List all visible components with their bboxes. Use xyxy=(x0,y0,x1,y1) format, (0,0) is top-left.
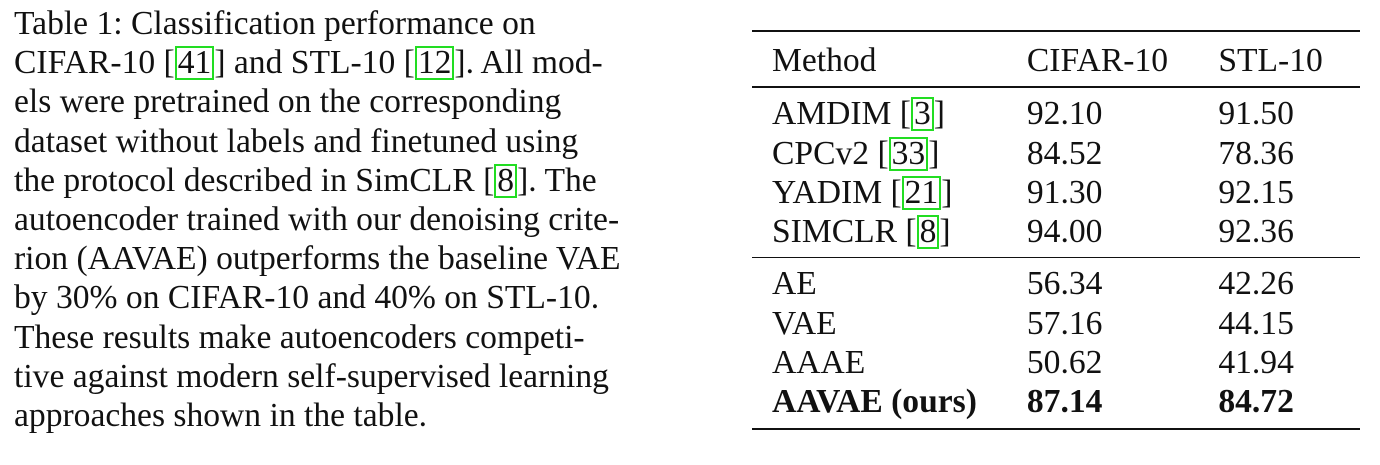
caption-text: rion (AAVAE) outperforms the baseline VA… xyxy=(14,240,621,278)
cifar10-value: 92.10 xyxy=(1026,95,1103,133)
header-cifar10: CIFAR-10 xyxy=(1026,42,1169,79)
stl10-value: 42.26 xyxy=(1218,265,1294,303)
method-cell: VAE xyxy=(752,304,1007,343)
results-table-wrapper: Method CIFAR-10 STL-10 AMDIM [3] 92.10 91.… xyxy=(752,30,1360,430)
caption-text: autoencoder trained with our denoising c… xyxy=(14,200,620,238)
citation-link[interactable]: 3 xyxy=(910,97,934,132)
caption-text: tive against modern self-supervised lear… xyxy=(14,357,609,395)
header-method: Method xyxy=(772,42,877,79)
cifar10-value: 84.52 xyxy=(1026,134,1103,172)
method-cell: SIMCLR [8] xyxy=(752,212,1007,258)
method-name: YADIM [ xyxy=(772,173,902,211)
caption-text: Table 1: Classification performance on xyxy=(14,5,536,42)
method-bracket: ] xyxy=(941,173,953,211)
method-cell: CPCv2 [33] xyxy=(752,134,1007,173)
caption-line: CIFAR-10 [41] and STL-10 [12]. All mod- xyxy=(14,43,642,82)
citation-link[interactable]: 33 xyxy=(888,136,929,171)
stl10-value: 78.36 xyxy=(1218,134,1294,172)
method-cell: AE xyxy=(752,258,1007,304)
method-name: VAE xyxy=(772,304,837,342)
table-row: SIMCLR [8] 94.00 92.36 xyxy=(752,212,1360,258)
stl10-value: 41.94 xyxy=(1218,344,1294,382)
method-cell: YADIM [21] xyxy=(752,173,1007,212)
caption-text: els were pretrained on the corresponding xyxy=(14,83,562,121)
method-cell: AAAE xyxy=(752,343,1007,382)
caption-line: autoencoder trained with our denoising c… xyxy=(14,200,642,239)
table-row: YADIM [21] 91.30 92.15 xyxy=(752,173,1360,212)
caption-text: CIFAR-10 [ xyxy=(14,44,175,82)
method-bracket: ] xyxy=(939,213,951,251)
results-table: Method CIFAR-10 STL-10 AMDIM [3] 92.10 91.… xyxy=(752,30,1360,430)
caption-text: ]. All mod- xyxy=(454,44,603,82)
method-bracket: ] xyxy=(928,134,940,172)
method-name: AMDIM [ xyxy=(772,95,911,133)
caption-text: the protocol described in SimCLR [ xyxy=(14,161,495,199)
citation-link[interactable]: 8 xyxy=(916,215,940,250)
caption-text: by 30% on CIFAR-10 and 40% on STL-10. xyxy=(14,279,600,317)
citation-link[interactable]: 12 xyxy=(414,46,455,81)
table-row: AMDIM [3] 92.10 91.50 xyxy=(752,87,1360,133)
method-name: AAAE xyxy=(772,344,866,382)
table-body: AMDIM [3] 92.10 91.50 CPCv2 [33] 84.52 78.36 Y… xyxy=(752,87,1360,429)
method-cell: AAVAE (ours) xyxy=(752,382,1007,428)
caption-line: by 30% on CIFAR-10 and 40% on STL-10. xyxy=(14,278,642,317)
caption-text: These results make autoencoders competi- xyxy=(14,318,585,356)
caption-text: ]. The xyxy=(517,161,597,199)
stl10-value: 91.50 xyxy=(1218,95,1294,133)
table-row: AE 56.34 42.26 xyxy=(752,257,1360,304)
table-row: AAAE 50.62 41.94 xyxy=(752,343,1360,382)
citation-link[interactable]: 8 xyxy=(494,163,518,198)
stl10-value: 92.15 xyxy=(1218,173,1294,211)
cifar10-value: 94.00 xyxy=(1026,213,1103,251)
header-stl10: STL-10 xyxy=(1218,42,1323,79)
table-caption: Table 1: Classification performance on CI… xyxy=(14,4,642,435)
stl10-value: 92.36 xyxy=(1218,213,1294,251)
caption-line: els were pretrained on the corresponding xyxy=(14,82,642,121)
caption-text: approaches shown in the table. xyxy=(14,396,428,434)
stl10-value: 84.72 xyxy=(1218,383,1294,421)
caption-line: These results make autoencoders competi- xyxy=(14,318,642,357)
method-name: AAVAE (ours) xyxy=(772,383,977,421)
method-name: SIMCLR [ xyxy=(772,213,917,251)
caption-line: Table 1: Classification performance on xyxy=(14,4,642,43)
caption-text: ] and STL-10 [ xyxy=(214,44,415,82)
cifar10-value: 57.16 xyxy=(1026,304,1103,342)
caption-line: dataset without labels and finetuned usi… xyxy=(14,122,642,161)
method-cell: AMDIM [3] xyxy=(752,87,1007,133)
cifar10-value: 91.30 xyxy=(1026,173,1103,211)
method-name: AE xyxy=(772,265,817,303)
caption-line: approaches shown in the table. xyxy=(14,396,642,435)
citation-link[interactable]: 21 xyxy=(901,176,942,210)
caption-line: tive against modern self-supervised lear… xyxy=(14,357,642,396)
cifar10-value: 50.62 xyxy=(1026,344,1103,382)
caption-line: the protocol described in SimCLR [8]. Th… xyxy=(14,161,642,200)
cifar10-value: 56.34 xyxy=(1026,265,1103,303)
caption-line: rion (AAVAE) outperforms the baseline VA… xyxy=(14,239,642,278)
citation-link[interactable]: 41 xyxy=(174,46,215,81)
method-bracket: ] xyxy=(933,95,945,133)
stl10-value: 44.15 xyxy=(1218,304,1294,342)
header-row: Method CIFAR-10 STL-10 xyxy=(752,31,1360,88)
table-row: VAE 57.16 44.15 xyxy=(752,304,1360,343)
method-name: CPCv2 [ xyxy=(772,134,889,172)
table-row: AAVAE (ours) 87.14 84.72 xyxy=(752,382,1360,429)
cifar10-value: 87.14 xyxy=(1026,383,1103,421)
caption-text: dataset without labels and finetuned usi… xyxy=(14,122,579,160)
table-row: CPCv2 [33] 84.52 78.36 xyxy=(752,134,1360,173)
